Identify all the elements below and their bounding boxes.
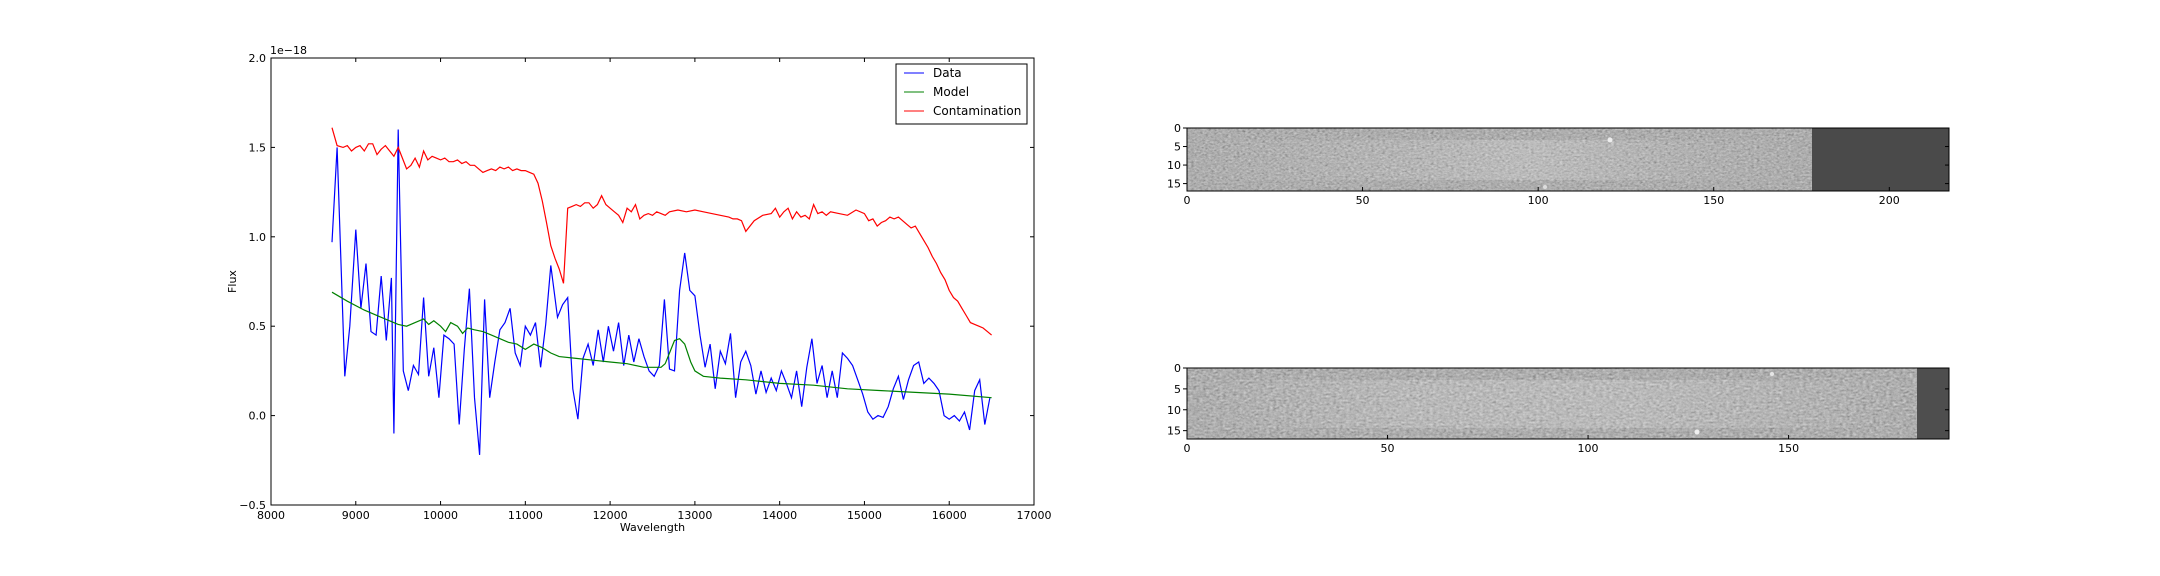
image-y-tick-label: 15 bbox=[1167, 425, 1181, 438]
legend: Data Model Contamination bbox=[895, 63, 1028, 125]
x-tick-label: 10000 bbox=[423, 509, 458, 522]
image-y-tick-label: 5 bbox=[1174, 383, 1181, 396]
image-x-tick-label: 0 bbox=[1184, 194, 1191, 207]
image-y-tick-label: 10 bbox=[1167, 159, 1181, 172]
image-x-tick-label: 0 bbox=[1184, 442, 1191, 455]
y-tick-label: 1.0 bbox=[249, 231, 267, 244]
y-tick-label: 0.5 bbox=[249, 320, 267, 333]
x-tick-label: 13000 bbox=[677, 509, 712, 522]
image-x-tick-label: 50 bbox=[1356, 194, 1370, 207]
image-top-bright-spot bbox=[1607, 137, 1613, 143]
image-top-trace bbox=[1187, 140, 1812, 180]
x-tick-label: 16000 bbox=[932, 509, 967, 522]
image-bottom-frame bbox=[1186, 367, 1950, 440]
image-bottom-y-ticks: 0 5 10 15 bbox=[1167, 362, 1949, 438]
spectrum-plot: 8000 9000 10000 11000 12000 13000 14000 15000 16… bbox=[226, 44, 1052, 534]
image-x-tick-label: 50 bbox=[1381, 442, 1395, 455]
image-top-x-ticks: 0 50 100 150 200 bbox=[1184, 187, 1900, 207]
x-tick-label: 12000 bbox=[593, 509, 628, 522]
series-line-contamination bbox=[331, 127, 992, 336]
y-tick-label: 0.0 bbox=[249, 410, 267, 423]
spectrum-image-bottom: 0 50 100 150 0 5 10 15 bbox=[1167, 362, 1950, 455]
spectrum-image-top: 0 50 100 150 200 0 5 10 15 bbox=[1167, 122, 1950, 207]
spectrum-y-ticks: −0.5 0.0 0.5 1.0 1.5 2.0 bbox=[239, 52, 1034, 512]
image-bottom-bright-spot bbox=[1770, 372, 1774, 376]
x-tick-label: 8000 bbox=[257, 509, 285, 522]
legend-frame bbox=[895, 63, 1028, 125]
image-top-bright-spot bbox=[1543, 185, 1547, 189]
image-y-tick-label: 10 bbox=[1167, 404, 1181, 417]
image-y-tick-label: 0 bbox=[1174, 362, 1181, 375]
x-tick-label: 17000 bbox=[1017, 509, 1052, 522]
image-bottom-x-ticks: 0 50 100 150 bbox=[1184, 435, 1799, 455]
image-x-tick-label: 100 bbox=[1528, 194, 1549, 207]
spectrum-x-ticks: 8000 9000 10000 11000 12000 13000 14000 15000 16… bbox=[257, 58, 1052, 522]
image-x-tick-label: 150 bbox=[1778, 442, 1799, 455]
x-tick-label: 11000 bbox=[508, 509, 543, 522]
y-tick-label: 2.0 bbox=[249, 52, 267, 65]
image-x-tick-label: 150 bbox=[1703, 194, 1724, 207]
image-bottom-trace bbox=[1187, 380, 1917, 428]
y-tick-label: −0.5 bbox=[239, 499, 266, 512]
image-y-tick-label: 15 bbox=[1167, 178, 1181, 191]
spectrum-series bbox=[331, 127, 992, 455]
x-tick-label: 9000 bbox=[342, 509, 370, 522]
legend-label-data: Data bbox=[933, 66, 962, 80]
image-x-tick-label: 200 bbox=[1879, 194, 1900, 207]
legend-label-model: Model bbox=[933, 85, 969, 99]
image-y-tick-label: 5 bbox=[1174, 141, 1181, 154]
x-tick-label: 15000 bbox=[847, 509, 882, 522]
image-top-flat-region bbox=[1812, 128, 1949, 191]
y-offset-text: 1e−18 bbox=[270, 44, 307, 57]
image-x-tick-label: 100 bbox=[1578, 442, 1599, 455]
image-top-y-ticks: 0 5 10 15 bbox=[1167, 122, 1949, 191]
image-top-frame bbox=[1186, 127, 1950, 192]
image-y-tick-label: 0 bbox=[1174, 122, 1181, 135]
x-axis-label: Wavelength bbox=[620, 521, 685, 534]
series-line-data bbox=[331, 129, 991, 455]
x-tick-label: 14000 bbox=[762, 509, 797, 522]
image-bottom-flat-region bbox=[1917, 368, 1949, 439]
legend-label-contamination: Contamination bbox=[933, 104, 1021, 118]
series-line-model bbox=[331, 291, 992, 399]
y-axis-label: Flux bbox=[226, 270, 239, 293]
image-bottom-bright-spot bbox=[1694, 429, 1700, 435]
spectrum-axes-frame bbox=[270, 57, 1035, 506]
y-tick-label: 1.5 bbox=[249, 141, 267, 154]
